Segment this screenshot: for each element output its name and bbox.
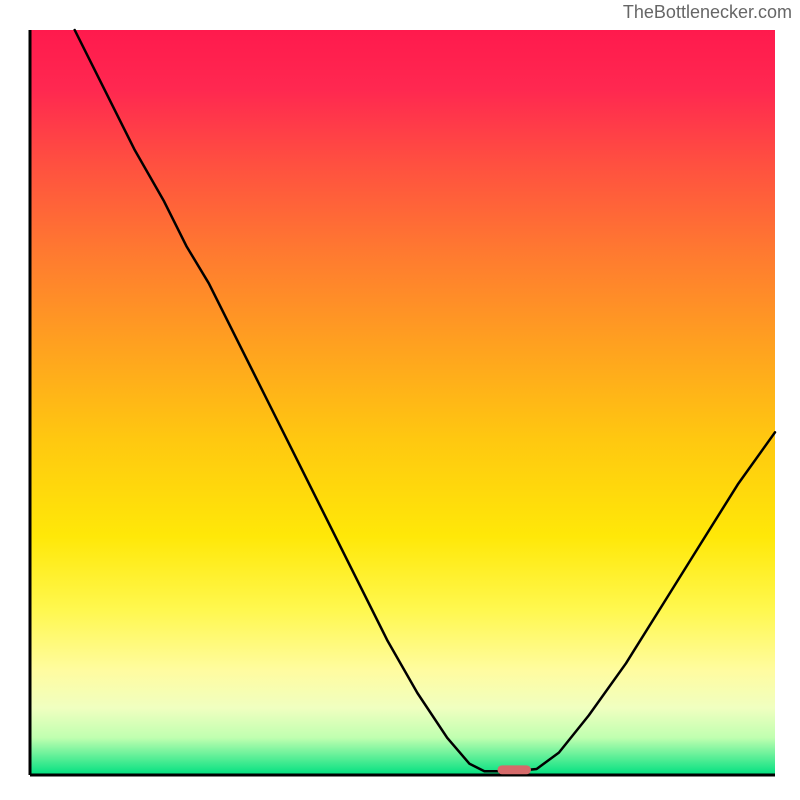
optimal-marker	[497, 765, 531, 774]
bottleneck-chart	[0, 0, 800, 800]
plot-background	[30, 30, 775, 775]
watermark-text: TheBottlenecker.com	[623, 2, 792, 23]
chart-svg	[0, 0, 800, 800]
